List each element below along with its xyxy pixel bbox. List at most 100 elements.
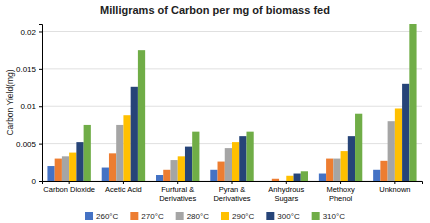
plot: 0 0.005 0.01 0.015 0.02 Carbon Dioxide Acetic …: [16, 24, 423, 203]
legend: 260°C 270°C 280°C 290°C 300°C 310°C: [85, 212, 345, 221]
bar: [102, 168, 109, 181]
x-tick-label-line: Acetic Acid: [105, 185, 142, 194]
legend-label: 260°C: [96, 212, 119, 221]
legend-item: 310°C: [312, 212, 346, 221]
bar: [185, 147, 192, 181]
bar: [294, 174, 301, 181]
bar: [333, 159, 340, 181]
x-tick-mark: [394, 181, 395, 184]
legend-label: 300°C: [277, 212, 300, 221]
bar: [116, 125, 123, 181]
bar: [225, 148, 232, 181]
series: [55, 153, 388, 181]
bar: [131, 87, 138, 181]
x-tick-label-line: Derivatives: [159, 194, 196, 203]
x-tick-label: Pyran &Derivatives: [213, 185, 250, 202]
x-tick-label: Unknown: [379, 185, 410, 194]
series: [76, 84, 409, 181]
x-tick-mark: [232, 181, 233, 184]
x-tick-label-line: Unknown: [379, 185, 410, 194]
bar: [373, 170, 380, 181]
bar: [388, 121, 395, 181]
x-tick-label: Furfural &Derivatives: [159, 185, 196, 202]
legend-label: 290°C: [232, 212, 255, 221]
bar: [239, 136, 246, 181]
bar: [341, 151, 348, 181]
x-tick-mark: [69, 181, 70, 184]
legend-swatch: [130, 212, 138, 220]
legend-swatch: [221, 212, 229, 220]
legend-item: 300°C: [266, 212, 300, 221]
bar: [301, 171, 308, 181]
series: [62, 121, 395, 181]
title: Milligrams of Carbon per mg of biomass f…: [100, 4, 330, 16]
legend-item: 280°C: [176, 212, 210, 221]
bar: [47, 166, 54, 181]
x-tick-label-line: Derivatives: [213, 194, 250, 203]
x-tick-label-line: Carbon Dioxide: [43, 185, 95, 194]
y-tick-label: 0.01: [20, 102, 36, 111]
y-axis-title: Carbon Yield(mg): [5, 69, 15, 135]
y-tick-label: 0.015: [16, 65, 37, 74]
x-axis: Carbon Dioxide Acetic Acid Furfural &Deriv…: [43, 181, 423, 203]
x-tick-label: Acetic Acid: [105, 185, 142, 194]
y-tick: 0: [32, 177, 42, 186]
bar: [402, 84, 409, 181]
x-tick: Acetic Acid: [105, 181, 142, 194]
x-tick: Unknown: [379, 181, 410, 194]
y-tick: 0.02: [20, 28, 42, 37]
bar: [395, 108, 402, 181]
x-tick: Furfural &Derivatives: [159, 181, 196, 203]
x-tick-mark: [286, 181, 287, 184]
legend-label: 280°C: [187, 212, 210, 221]
y-tick-label: 0: [32, 177, 37, 186]
bar: [246, 132, 253, 181]
legend-swatch: [266, 212, 274, 220]
bar: [272, 179, 279, 181]
y-tick-label: 0.005: [16, 140, 37, 149]
bar: [138, 50, 145, 181]
grid-line: [42, 106, 422, 107]
grid: [42, 31, 422, 181]
y-tick-label: 0.02: [20, 28, 36, 37]
x-tick: Carbon Dioxide: [43, 181, 95, 194]
y-tick-mark: [39, 144, 42, 145]
series: [69, 108, 402, 181]
y-tick-mark: [39, 181, 42, 182]
bar: [409, 24, 416, 181]
legend-item: 270°C: [130, 212, 164, 221]
x-tick-label: Carbon Dioxide: [43, 185, 95, 194]
y-tick-mark: [39, 31, 42, 32]
x-tick: Pyran &Derivatives: [213, 181, 250, 203]
legend-swatch: [176, 212, 184, 220]
legend-item: 260°C: [85, 212, 119, 221]
bar: [62, 156, 69, 181]
bar: [265, 181, 272, 182]
bar: [123, 115, 130, 181]
y-tick-mark: [39, 69, 42, 70]
grid-line: [42, 31, 422, 32]
legend-swatch: [312, 212, 320, 220]
y-tick: 0.015: [16, 65, 42, 74]
x-tick-label-line: Sugars: [274, 194, 298, 203]
y-tick-mark: [39, 106, 42, 107]
bar: [286, 176, 293, 181]
chart: 0 0.005 0.01 0.015 0.02 Carbon Dioxide Acetic …: [0, 0, 430, 223]
bar: [163, 170, 170, 181]
bar: [69, 153, 76, 181]
y-tick: 0.01: [20, 102, 42, 111]
series: [84, 24, 417, 181]
bar: [84, 125, 91, 181]
x-tick-mark: [177, 181, 178, 184]
y-axis-line: [39, 25, 43, 182]
x-axis-line: [43, 182, 423, 185]
bar: [279, 181, 286, 182]
y-tick: 0.005: [16, 140, 42, 149]
bars: [47, 24, 416, 181]
bar: [210, 170, 217, 181]
bar: [218, 162, 225, 181]
bar: [232, 142, 239, 181]
x-tick-label: MethoxyPhenol: [326, 185, 355, 202]
x-tick-mark: [123, 181, 124, 184]
bar: [326, 159, 333, 181]
